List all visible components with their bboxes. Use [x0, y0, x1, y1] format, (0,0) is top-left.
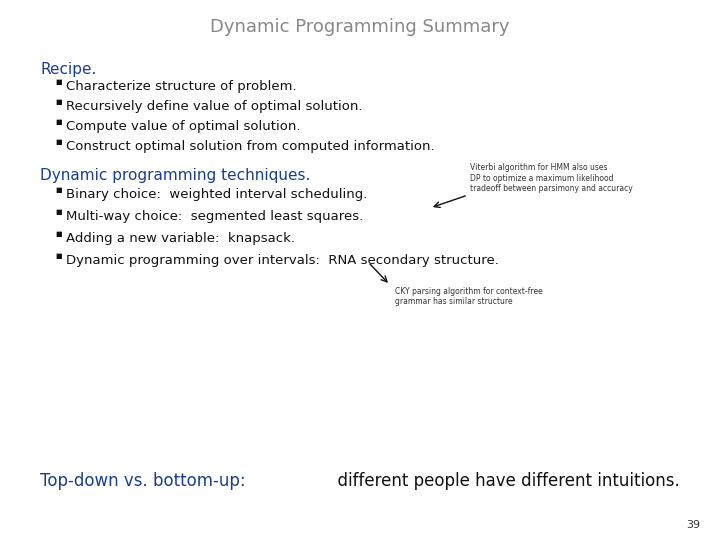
Text: Dynamic Programming Summary: Dynamic Programming Summary — [210, 18, 510, 36]
Text: ■: ■ — [55, 187, 62, 193]
Text: Recursively define value of optimal solution.: Recursively define value of optimal solu… — [66, 100, 362, 113]
Text: 39: 39 — [686, 520, 700, 530]
Text: Characterize structure of problem.: Characterize structure of problem. — [66, 80, 297, 93]
Text: Top-down vs. bottom-up:: Top-down vs. bottom-up: — [40, 472, 246, 490]
Text: ■: ■ — [55, 231, 62, 237]
Text: ■: ■ — [55, 139, 62, 145]
Text: Construct optimal solution from computed information.: Construct optimal solution from computed… — [66, 140, 435, 153]
Text: Recipe.: Recipe. — [40, 62, 96, 77]
Text: CKY parsing algorithm for context-free
grammar has similar structure: CKY parsing algorithm for context-free g… — [395, 287, 543, 306]
Text: ■: ■ — [55, 253, 62, 259]
Text: Compute value of optimal solution.: Compute value of optimal solution. — [66, 120, 300, 133]
Text: Viterbi algorithm for HMM also uses
DP to optimize a maximum likelihood
tradeoff: Viterbi algorithm for HMM also uses DP t… — [470, 163, 633, 193]
Text: ■: ■ — [55, 209, 62, 215]
Text: Binary choice:  weighted interval scheduling.: Binary choice: weighted interval schedul… — [66, 188, 367, 201]
Text: Dynamic programming over intervals:  RNA secondary structure.: Dynamic programming over intervals: RNA … — [66, 254, 499, 267]
Text: Adding a new variable:  knapsack.: Adding a new variable: knapsack. — [66, 232, 295, 245]
Text: ■: ■ — [55, 99, 62, 105]
Text: ■: ■ — [55, 119, 62, 125]
Text: Multi-way choice:  segmented least squares.: Multi-way choice: segmented least square… — [66, 210, 364, 223]
Text: Dynamic programming techniques.: Dynamic programming techniques. — [40, 168, 310, 183]
Text: ■: ■ — [55, 79, 62, 85]
Text: different people have different intuitions.: different people have different intuitio… — [327, 472, 680, 490]
